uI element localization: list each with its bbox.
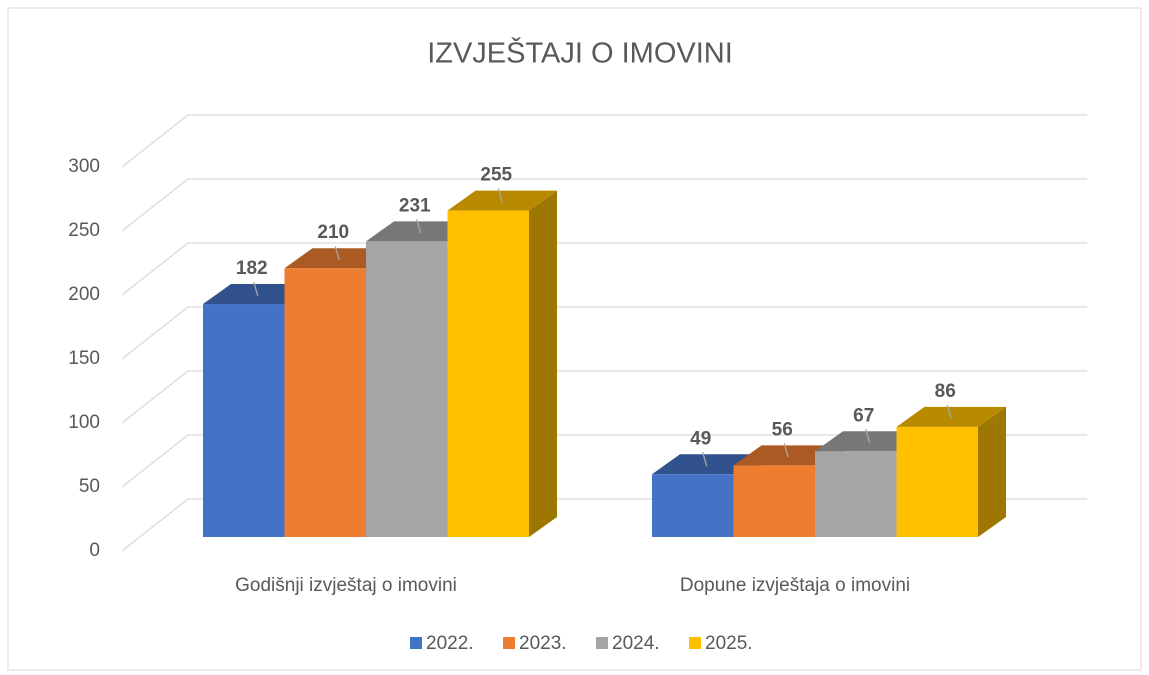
data-label-leader xyxy=(865,429,871,444)
data-label-leader xyxy=(416,219,422,234)
x-tick-label: Godišnji izvještaj o imovini xyxy=(235,575,457,596)
chart-border xyxy=(7,7,1142,671)
grid-line xyxy=(121,242,189,296)
grid-line xyxy=(121,114,189,168)
legend-label: 2025. xyxy=(705,633,753,654)
bar xyxy=(652,474,734,537)
legend-swatch xyxy=(410,637,422,649)
legend-swatch xyxy=(503,637,515,649)
data-label: 67 xyxy=(853,405,874,426)
data-label: 49 xyxy=(690,428,711,449)
y-tick-label: 200 xyxy=(68,284,100,305)
data-label-leader xyxy=(783,443,789,458)
y-tick-label: 0 xyxy=(89,540,100,561)
data-label: 255 xyxy=(480,165,512,186)
data-label: 210 xyxy=(317,222,349,243)
grid-line xyxy=(121,178,189,232)
legend-label: 2022. xyxy=(426,633,474,654)
legend-swatch xyxy=(689,637,701,649)
data-label: 86 xyxy=(935,381,956,402)
bar xyxy=(366,241,448,537)
bar-side xyxy=(529,190,557,537)
y-tick-label: 100 xyxy=(68,412,100,433)
bar xyxy=(447,210,529,537)
data-label: 231 xyxy=(399,195,431,216)
bar xyxy=(815,451,897,537)
data-label-leader xyxy=(702,452,708,467)
legend-label: 2024. xyxy=(612,633,660,654)
data-label: 182 xyxy=(236,258,268,279)
y-tick-label: 300 xyxy=(68,156,100,177)
data-label-leader xyxy=(946,404,952,420)
grid-line xyxy=(121,498,189,552)
data-label: 56 xyxy=(772,419,793,440)
legend-swatch xyxy=(596,637,608,649)
chart-title: IZVJEŠTAJI O IMOVINI xyxy=(427,36,733,70)
grid-line xyxy=(121,306,189,360)
x-tick-label: Dopune izvještaja o imovini xyxy=(680,575,910,596)
data-label-leader xyxy=(334,246,340,261)
y-tick-label: 250 xyxy=(68,220,100,241)
bar xyxy=(733,465,815,537)
legend-label: 2023. xyxy=(519,633,567,654)
y-tick-label: 50 xyxy=(79,476,100,497)
bar xyxy=(284,268,366,537)
bar xyxy=(203,304,285,537)
grid-line xyxy=(121,434,189,488)
bar-side xyxy=(978,406,1006,537)
bar xyxy=(896,426,978,537)
grid-line xyxy=(121,370,189,424)
data-label-leader xyxy=(253,281,259,297)
data-label-leader xyxy=(497,188,503,203)
y-tick-label: 150 xyxy=(68,348,100,369)
